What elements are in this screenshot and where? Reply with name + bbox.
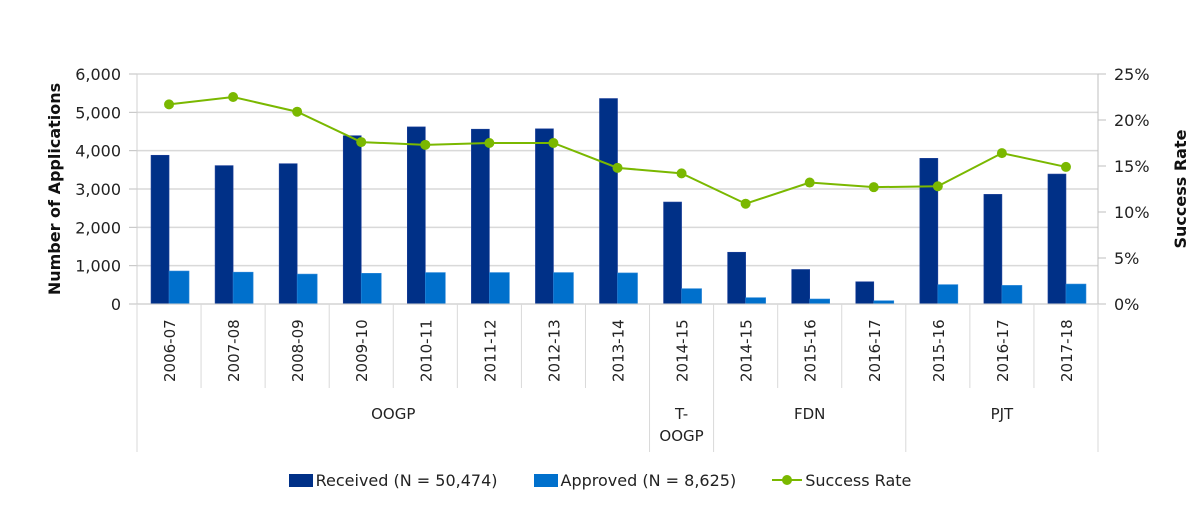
left-axis-ticks: 0 1,000 2,000 3,000 4,000 5,000 6,000: [75, 65, 121, 314]
bar-approved: [617, 272, 638, 305]
success-rate-point: [1060, 161, 1071, 172]
y-tick-label: 5,000: [75, 103, 121, 122]
y2-tick-label: 20%: [1114, 111, 1150, 130]
bar-approved: [232, 271, 254, 305]
success-rate-point: [356, 137, 367, 148]
legend-item-approved: Approved (N = 8,625): [533, 470, 737, 490]
y-tick-label: 6,000: [75, 65, 121, 84]
y-tick-label: 1,000: [75, 257, 121, 276]
category-label: 2010-11: [417, 319, 435, 382]
success-rate-point: [292, 106, 303, 117]
y-tick-label: 2,000: [75, 218, 121, 237]
bar-approved: [745, 297, 766, 305]
success-rate-point: [612, 162, 623, 173]
category-label: 2014-15: [674, 319, 692, 382]
category-label: 2016-17: [866, 319, 884, 382]
success-rate-point: [676, 168, 687, 179]
bar-received: [471, 128, 490, 305]
category-label: 2015-16: [930, 319, 948, 382]
bar-approved: [424, 272, 446, 305]
y-axis-title: Number of Applications: [45, 83, 64, 295]
y2-tick-label: 15%: [1114, 157, 1150, 176]
category-label: 2007-08: [225, 319, 243, 382]
success-rate-point: [164, 99, 175, 110]
group-label: OOGP: [371, 405, 415, 423]
category-label: 2014-15: [738, 319, 756, 382]
bar-approved: [168, 270, 190, 305]
axes: [129, 73, 1106, 452]
y2-tick-label: 10%: [1114, 203, 1150, 222]
bar-approved: [1001, 285, 1023, 305]
success-rate-point: [804, 177, 815, 188]
bar-approved: [1065, 283, 1087, 305]
success-rate-point: [740, 198, 751, 209]
bar-received: [855, 281, 875, 305]
success-rate-point: [420, 139, 431, 150]
y2-tick-label: 5%: [1114, 249, 1139, 268]
group-label: OOGP: [659, 427, 703, 445]
received-swatch-icon: [288, 473, 313, 487]
category-label: 2008-09: [289, 319, 307, 382]
bar-received: [150, 154, 170, 305]
y2-tick-label: 25%: [1114, 65, 1150, 84]
group-label: PJT: [991, 405, 1014, 423]
category-label: 2015-16: [802, 319, 820, 382]
category-label: 2009-10: [353, 319, 371, 382]
success-rate-point: [996, 148, 1007, 159]
bar-approved: [937, 284, 959, 305]
bar-approved: [360, 273, 382, 305]
bar-approved: [553, 272, 574, 305]
bar-approved: [489, 272, 510, 305]
bar-received: [535, 128, 554, 305]
group-label: T-: [674, 405, 688, 423]
line-marker-icon: [772, 473, 803, 487]
category-label: 2013-14: [610, 319, 628, 382]
bar-received: [727, 251, 746, 305]
category-label: 2017-18: [1058, 319, 1076, 382]
approved-swatch-icon: [533, 473, 558, 487]
success-rate-point: [932, 181, 943, 192]
bar-received: [791, 269, 811, 305]
legend-label-approved: Approved (N = 8,625): [560, 470, 737, 490]
bar-received: [406, 126, 426, 305]
bar-approved: [809, 298, 831, 305]
success-rate-point: [868, 182, 879, 193]
y-tick-label: 3,000: [75, 180, 121, 199]
group-labels: OOGP T- OOGP FDN PJT: [371, 405, 1014, 445]
right-axis-ticks: 0% 5% 10% 15% 20% 25%: [1114, 65, 1150, 314]
bar-received: [278, 163, 298, 305]
y-tick-label: 0: [111, 295, 121, 314]
category-label: 2016-17: [994, 319, 1012, 382]
legend-label-received: Received (N = 50,474): [315, 470, 498, 490]
bar-received: [919, 158, 939, 305]
legend-item-received: Received (N = 50,474): [288, 470, 498, 490]
category-label: 2012-13: [545, 319, 563, 382]
y-tick-label: 4,000: [75, 142, 121, 161]
category-label: 2006-07: [161, 319, 179, 382]
bar-received: [599, 98, 618, 305]
bar-received: [214, 165, 234, 305]
legend-label-success-rate: Success Rate: [805, 470, 912, 490]
category-labels: 2006-07 2007-08 2008-09 2009-10 2010-11 2011-…: [161, 319, 1076, 382]
success-rate-point: [484, 138, 495, 148]
success-rate-point: [548, 138, 559, 148]
bar-received: [1047, 173, 1067, 305]
bar-received: [663, 201, 682, 305]
bars: [150, 98, 1087, 305]
bar-received: [342, 135, 362, 305]
category-label: 2011-12: [481, 319, 499, 382]
legend-item-success-rate: Success Rate: [772, 471, 911, 490]
bar-approved: [681, 288, 702, 305]
success-rate-point: [228, 92, 239, 102]
legend: Received (N = 50,474) Approved (N = 8,62…: [0, 466, 1200, 494]
y2-tick-label: 0%: [1114, 295, 1139, 314]
success-rate-line: [164, 92, 1071, 209]
bar-approved: [296, 273, 318, 305]
y2-axis-title: Success Rate: [1171, 129, 1190, 248]
bar-received: [983, 194, 1003, 305]
group-label: FDN: [794, 405, 825, 423]
